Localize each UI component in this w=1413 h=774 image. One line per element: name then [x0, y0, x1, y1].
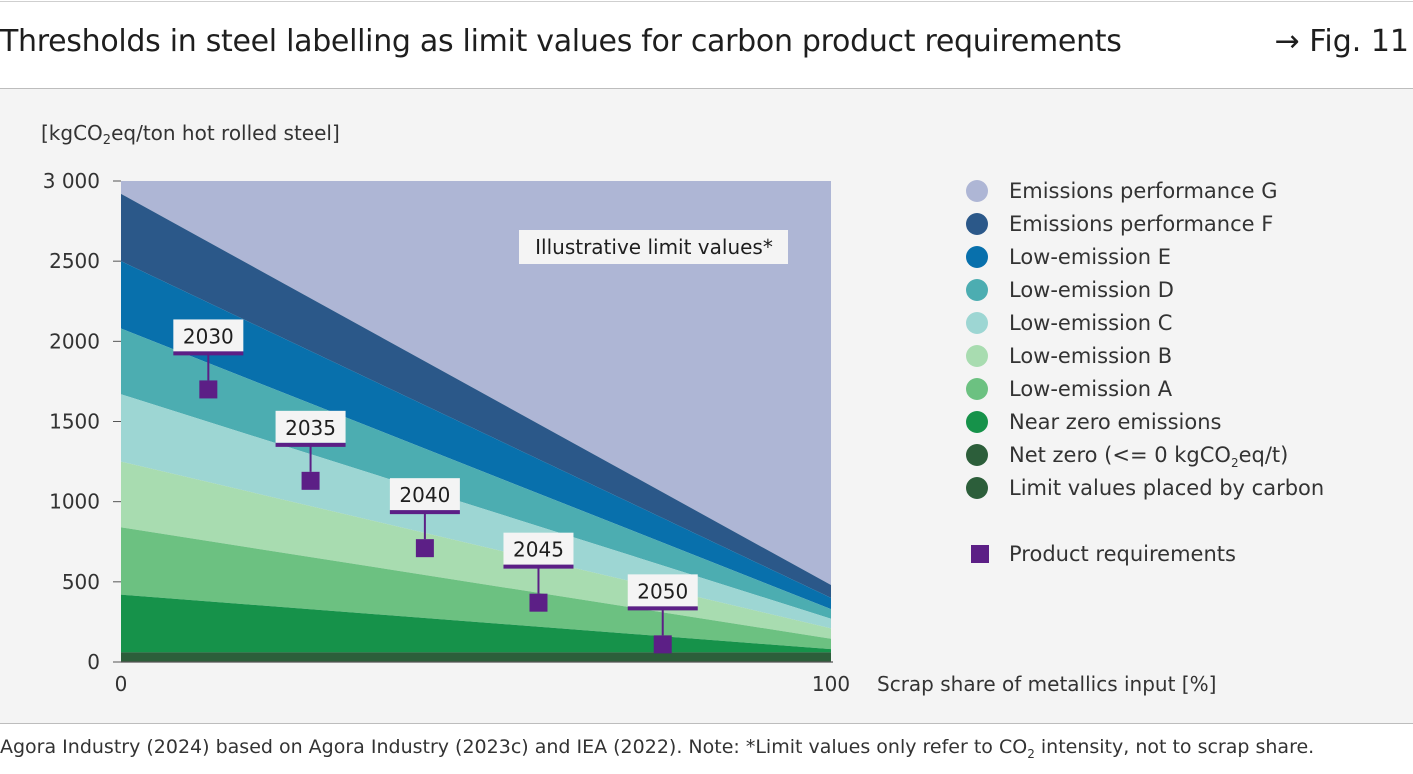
requirement-label-box	[275, 410, 346, 443]
y-axis-label: [kgCO2eq/ton hot rolled steel]	[41, 121, 340, 148]
annotation-label: Illustrative limit values*	[535, 235, 773, 259]
y-tick-label: 2000	[49, 329, 100, 353]
band-low-emission-e	[121, 261, 831, 610]
requirement-year-label: 2050	[637, 579, 688, 603]
legend-label: Low-emission B	[1009, 344, 1173, 368]
requirement-label-box	[503, 532, 574, 565]
y-tick-label: 0	[87, 650, 100, 674]
requirement-marker	[301, 471, 320, 490]
requirement-label-box	[389, 478, 460, 511]
band-net-zero	[121, 652, 831, 662]
y-tick-label: 3 000	[43, 169, 100, 193]
requirement-marker	[415, 539, 434, 558]
requirement-marker	[653, 635, 672, 654]
figure-reference: → Fig. 11	[1274, 24, 1409, 59]
requirement-year-label: 2030	[183, 324, 234, 348]
y-tick-label: 500	[62, 570, 100, 594]
legend-circle-swatch	[966, 477, 988, 499]
legend-circle-swatch	[966, 411, 988, 433]
legend-label: Net zero (<= 0 kgCO2eq/t)	[1009, 443, 1289, 471]
band-low-emission-c	[121, 394, 831, 629]
legend-circle-swatch	[966, 279, 988, 301]
requirement-year-label: 2045	[513, 538, 564, 562]
legend-label: Emissions performance G	[1009, 179, 1278, 203]
legend-circle-swatch	[966, 312, 988, 334]
footer-rule	[0, 723, 1413, 724]
requirement-label-box	[627, 574, 698, 607]
band-low-emission-a	[121, 527, 831, 650]
requirement-year-label: 2035	[285, 416, 336, 440]
legend-label: Low-emission D	[1009, 278, 1174, 302]
legend-circle-swatch	[966, 180, 988, 202]
x-tick-label: 0	[115, 672, 128, 696]
legend-circle-swatch	[966, 378, 988, 400]
x-tick-label: 100	[812, 672, 850, 696]
legend-circle-swatch	[966, 213, 988, 235]
requirement-marker	[529, 593, 548, 612]
figure-title: Thresholds in steel labelling as limit v…	[0, 24, 1122, 59]
y-tick-label: 1000	[49, 490, 100, 514]
band-emissions-performance-g	[121, 181, 831, 586]
source-note: Agora Industry (2024) based on Agora Ind…	[0, 736, 1315, 761]
requirement-marker	[199, 380, 218, 399]
legend-label: Low-emission E	[1009, 245, 1171, 269]
legend-label: Emissions performance F	[1009, 212, 1274, 236]
band-near-zero-emissions	[121, 594, 831, 653]
requirement-year-label: 2040	[399, 483, 450, 507]
figure-header: Thresholds in steel labelling as limit v…	[0, 2, 1413, 89]
y-tick-label: 1500	[49, 410, 100, 434]
legend-label: Low-emission C	[1009, 311, 1173, 335]
band-low-emission-d	[121, 328, 831, 619]
y-tick-label: 2500	[49, 249, 100, 273]
requirement-label-box	[173, 319, 244, 352]
legend-label: Low-emission A	[1009, 377, 1173, 401]
legend-circle-swatch	[966, 345, 988, 367]
legend-circle-swatch	[966, 246, 988, 268]
legend-label: Product requirements	[1009, 542, 1236, 566]
legend-label: Near zero emissions	[1009, 410, 1222, 434]
x-axis-label: Scrap share of metallics input [%]	[877, 672, 1216, 696]
legend-label: Limit values placed by carbon	[1009, 476, 1325, 500]
top-rule	[0, 1, 1413, 2]
legend-circle-swatch	[966, 444, 988, 466]
legend-square-swatch	[971, 545, 989, 563]
annotation-box	[519, 230, 788, 264]
band-emissions-performance-f	[121, 193, 831, 598]
